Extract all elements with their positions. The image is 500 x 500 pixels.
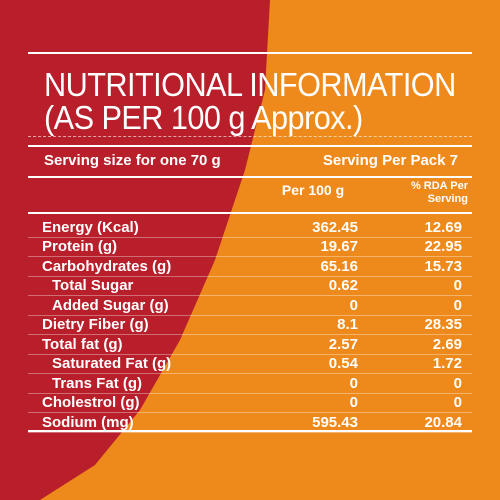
table-row: Cholestrol (g) 0 0 <box>28 394 472 413</box>
rda-value: 2.69 <box>432 335 462 353</box>
rda-value: 22.95 <box>424 238 462 256</box>
header-bottom-border <box>28 212 472 214</box>
rda-value: 0 <box>453 374 462 392</box>
title-line-2: (AS PER 100 g Approx.) <box>44 99 363 136</box>
column-header-per-100g: Per 100 g <box>281 182 345 198</box>
table-bottom-border <box>28 430 472 432</box>
per-100g-value: 0.62 <box>328 277 358 295</box>
header-top-border <box>28 176 472 178</box>
nutrition-panel: NUTRITIONAL INFORMATION (AS PER 100 g Ap… <box>28 52 472 500</box>
table-row: Protein (g) 19.67 22.95 <box>28 238 472 257</box>
nutrient-label: Protein (g) <box>42 238 117 256</box>
nutrient-label: Trans Fat (g) <box>52 374 143 392</box>
serving-per-pack: Serving Per Pack 7 <box>322 152 458 169</box>
rda-value: 0 <box>453 394 462 412</box>
table-row: Saturated Fat (g) 0.54 1.72 <box>28 355 472 374</box>
nutrient-label: Total Sugar <box>52 277 134 295</box>
rda-value: 12.69 <box>424 218 462 236</box>
column-header-rda: % RDA Per Serving <box>368 180 468 206</box>
rda-value: 0 <box>453 277 462 295</box>
rda-header-line-1: % RDA Per <box>410 180 468 192</box>
title-divider <box>28 136 472 137</box>
per-100g-value: 0 <box>349 394 358 412</box>
table-row: Trans Fat (g) 0 0 <box>28 374 472 394</box>
table-row: Total Sugar 0.62 0 <box>28 277 472 296</box>
table-row: Added Sugar (g) 0 0 <box>28 296 472 316</box>
nutrient-label: Total fat (g) <box>42 335 123 353</box>
nutrient-label: Sodium (mg) <box>42 413 134 431</box>
per-100g-value: 595.43 <box>312 413 358 431</box>
nutrient-label: Saturated Fat (g) <box>52 355 172 373</box>
nutrient-table: Energy (Kcal) 362.45 12.69 Protein (g) 19.67… <box>28 218 472 433</box>
top-border <box>28 52 472 54</box>
table-row: Dietry Fiber (g) 8.1 28.35 <box>28 316 472 335</box>
rda-value: 15.73 <box>424 257 462 275</box>
nutrient-label: Dietry Fiber (g) <box>42 316 149 334</box>
per-100g-value: 362.45 <box>312 218 358 236</box>
serving-top-border <box>28 145 472 147</box>
rda-value: 0 <box>453 296 462 314</box>
rda-value: 28.35 <box>424 316 462 334</box>
per-100g-value: 0 <box>349 296 358 314</box>
rda-value: 1.72 <box>432 355 462 373</box>
table-row: Energy (Kcal) 362.45 12.69 <box>28 218 472 238</box>
per-100g-value: 8.1 <box>337 316 358 334</box>
per-100g-value: 2.57 <box>328 335 358 353</box>
per-100g-value: 19.67 <box>320 238 358 256</box>
rda-header-line-2: Serving <box>427 193 468 205</box>
panel-title: NUTRITIONAL INFORMATION (AS PER 100 g Ap… <box>44 68 472 134</box>
per-100g-value: 0.54 <box>328 355 358 373</box>
rda-value: 20.84 <box>424 413 462 431</box>
serving-size: Serving size for one 70 g <box>44 152 221 169</box>
nutrient-label: Energy (Kcal) <box>42 218 139 236</box>
nutrient-label: Carbohydrates (g) <box>42 257 172 275</box>
title-line-1: NUTRITIONAL INFORMATION <box>44 66 456 103</box>
per-100g-value: 0 <box>349 374 358 392</box>
serving-info: Serving size for one 70 g Serving Per Pa… <box>44 152 458 169</box>
nutrient-label: Cholestrol (g) <box>42 394 140 412</box>
table-row: Total fat (g) 2.57 2.69 <box>28 335 472 355</box>
table-row: Sodium (mg) 595.43 20.84 <box>28 413 472 433</box>
nutrient-label: Added Sugar (g) <box>52 296 169 314</box>
table-row: Carbohydrates (g) 65.16 15.73 <box>28 257 472 277</box>
per-100g-value: 65.16 <box>320 257 358 275</box>
